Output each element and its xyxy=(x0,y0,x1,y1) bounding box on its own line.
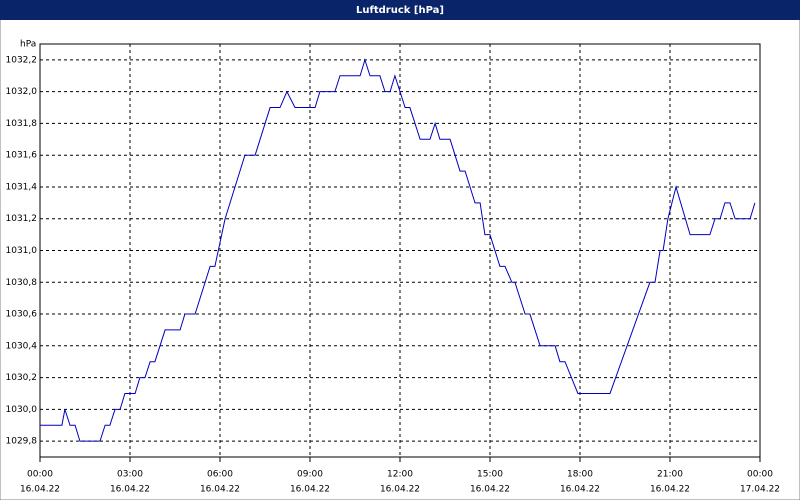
y-tick-label: 1030,2 xyxy=(6,373,38,383)
y-tick-label: 1031,0 xyxy=(6,246,38,256)
x-tick-date: 17.04.22 xyxy=(740,485,780,495)
x-tick-date: 16.04.22 xyxy=(380,485,420,495)
x-tick-date: 16.04.22 xyxy=(560,485,600,495)
x-tick-label: 00:00 xyxy=(27,470,53,480)
x-tick-label: 03:00 xyxy=(117,470,143,480)
y-tick-label: 1030,0 xyxy=(6,405,38,415)
title-bar xyxy=(0,0,800,20)
x-tick-date: 16.04.22 xyxy=(20,485,60,495)
x-tick-date: 16.04.22 xyxy=(470,485,510,495)
y-tick-label: 1030,8 xyxy=(6,278,38,288)
y-axis-label: hPa xyxy=(20,40,36,50)
y-tick-label: 1029,8 xyxy=(6,437,38,447)
x-tick-date: 16.04.22 xyxy=(650,485,690,495)
y-tick-label: 1031,2 xyxy=(6,214,38,224)
x-tick-label: 15:00 xyxy=(477,470,503,480)
y-tick-label: 1032,0 xyxy=(6,87,38,97)
x-tick-label: 09:00 xyxy=(297,470,323,480)
data-line xyxy=(40,58,756,442)
x-tick-date: 16.04.22 xyxy=(200,485,240,495)
x-tick-label: 06:00 xyxy=(207,470,233,480)
x-tick-label: 00:00 xyxy=(747,470,773,480)
y-tick-label: 1032,2 xyxy=(6,55,38,65)
y-tick-label: 1030,4 xyxy=(6,341,38,351)
x-tick-label: 18:00 xyxy=(567,470,593,480)
y-tick-label: 1031,6 xyxy=(6,151,38,161)
y-tick-label: 1031,4 xyxy=(6,182,38,192)
x-tick-label: 12:00 xyxy=(387,470,413,480)
y-tick-label: 1031,8 xyxy=(6,119,38,129)
x-tick-label: 21:00 xyxy=(657,470,683,480)
chart-title: Luftdruck [hPa] xyxy=(356,5,444,16)
y-tick-label: 1030,6 xyxy=(6,310,38,320)
x-tick-date: 16.04.22 xyxy=(290,485,330,495)
x-tick-date: 16.04.22 xyxy=(110,485,150,495)
